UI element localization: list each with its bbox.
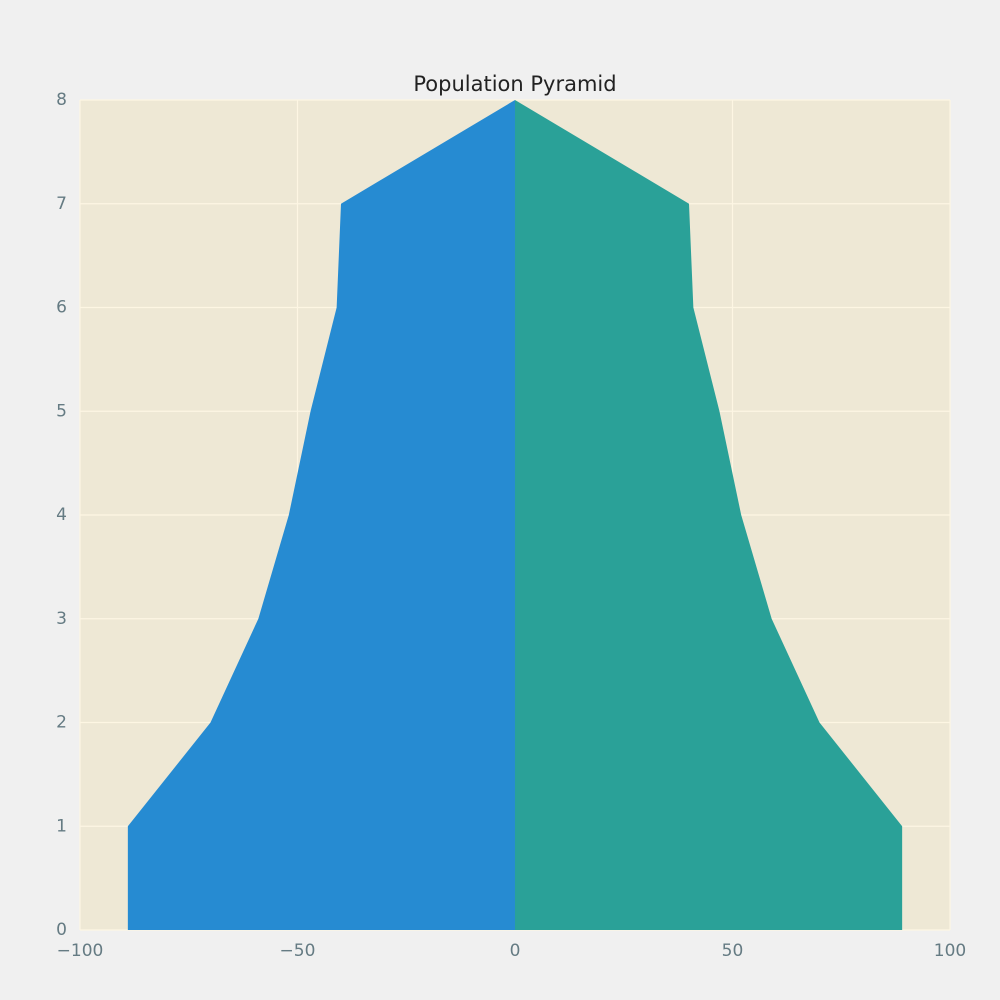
chart-title: Population Pyramid bbox=[413, 72, 616, 96]
x-tick-label: −100 bbox=[57, 941, 104, 961]
area bbox=[127, 100, 515, 930]
y-tick-label: 1 bbox=[56, 816, 67, 836]
x-tick-label: 0 bbox=[510, 941, 521, 961]
x-tick-label: −50 bbox=[280, 941, 316, 961]
y-tick-label: 5 bbox=[56, 401, 67, 421]
y-tick-label: 7 bbox=[56, 194, 67, 214]
y-tick-label: 3 bbox=[56, 609, 67, 629]
y-tick-label: 0 bbox=[56, 920, 67, 940]
area bbox=[515, 100, 903, 930]
x-tick-label: 100 bbox=[934, 941, 966, 961]
y-tick-label: 6 bbox=[56, 298, 67, 318]
y-tick-label: 8 bbox=[56, 90, 67, 110]
x-tick-label: 50 bbox=[722, 941, 744, 961]
y-tick-label: 2 bbox=[56, 713, 67, 733]
y-tick-label: 4 bbox=[56, 505, 67, 525]
